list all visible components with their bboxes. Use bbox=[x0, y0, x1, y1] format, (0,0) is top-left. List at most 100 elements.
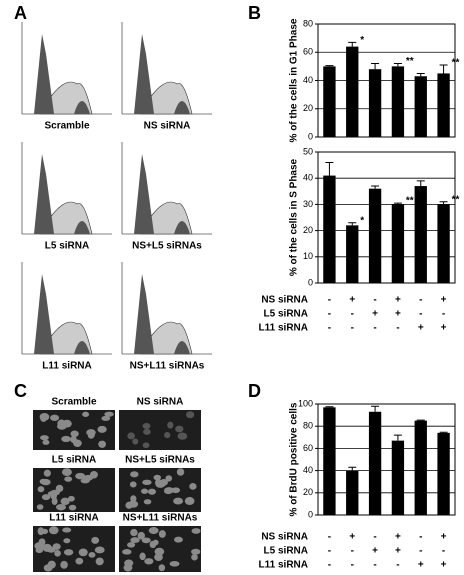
image-label: Scramble bbox=[51, 397, 96, 408]
image-label: L5 siRNA bbox=[52, 455, 96, 466]
nucleus bbox=[40, 435, 49, 441]
y-tick-label: 10 bbox=[303, 251, 313, 261]
error-bar bbox=[348, 466, 357, 471]
bar bbox=[368, 69, 382, 137]
nucleus bbox=[130, 528, 138, 537]
significance: * bbox=[360, 35, 364, 46]
histogram-label: L11 siRNA bbox=[42, 361, 91, 372]
nucleus bbox=[90, 471, 98, 479]
nucleus bbox=[191, 553, 198, 561]
nucleus bbox=[174, 536, 183, 543]
image-label: NS siRNA bbox=[137, 397, 184, 408]
nucleus bbox=[67, 495, 75, 502]
y-axis-label: % of the cells in G1 Phase bbox=[289, 18, 300, 142]
condition-sign: - bbox=[419, 309, 422, 320]
condition-sign: + bbox=[349, 532, 355, 543]
nucleus bbox=[158, 564, 166, 572]
nucleus bbox=[101, 415, 111, 421]
error-bar bbox=[439, 64, 448, 74]
y-tick-label: 60 bbox=[303, 443, 313, 453]
nucleus bbox=[63, 538, 71, 544]
error-bar bbox=[371, 63, 380, 70]
panel-letter: C bbox=[14, 381, 27, 401]
error-bar bbox=[325, 406, 334, 408]
condition-sign: - bbox=[351, 546, 354, 557]
error-bar bbox=[371, 405, 380, 412]
condition-sign: - bbox=[351, 323, 354, 334]
condition-sign: + bbox=[395, 546, 401, 557]
nucleus bbox=[142, 422, 151, 430]
condition-sign: - bbox=[328, 532, 331, 543]
significance: ** bbox=[452, 194, 460, 205]
condition-sign: + bbox=[372, 309, 378, 320]
nucleus bbox=[75, 557, 84, 565]
nucleus bbox=[127, 432, 135, 440]
histogram-label: NS+L5 siRNAs bbox=[132, 241, 202, 252]
nucleus bbox=[127, 542, 136, 548]
y-tick-label: 20 bbox=[303, 487, 313, 497]
nucleus bbox=[171, 487, 181, 494]
y-tick-label: 40 bbox=[303, 465, 313, 475]
y-tick-label: 40 bbox=[303, 173, 313, 183]
error-bar bbox=[439, 431, 448, 433]
nucleus bbox=[37, 486, 45, 493]
bar bbox=[346, 470, 359, 515]
condition-sign: + bbox=[372, 546, 378, 557]
condition-sign: - bbox=[396, 323, 399, 334]
bar bbox=[368, 411, 382, 515]
nucleus bbox=[143, 428, 151, 435]
significance: ** bbox=[406, 196, 414, 207]
condition-sign: - bbox=[351, 560, 354, 571]
nucleus bbox=[43, 469, 51, 477]
bar bbox=[414, 420, 427, 515]
nucleus bbox=[41, 494, 51, 501]
histogram-g1 bbox=[34, 154, 54, 234]
error-bar bbox=[439, 201, 448, 205]
nucleus bbox=[144, 558, 154, 565]
nucleus bbox=[36, 504, 44, 510]
nucleus bbox=[46, 546, 56, 553]
panel-letter: D bbox=[248, 381, 261, 401]
error-bar bbox=[393, 202, 402, 205]
condition-sign: + bbox=[349, 295, 355, 306]
y-tick-label: 80 bbox=[303, 18, 313, 28]
bar bbox=[323, 175, 336, 283]
nucleus bbox=[94, 546, 105, 554]
histogram-label: NS siRNA bbox=[144, 121, 191, 132]
bar bbox=[323, 66, 336, 137]
histogram-g2 bbox=[74, 341, 90, 354]
nucleus bbox=[167, 421, 174, 429]
nucleus bbox=[141, 488, 149, 494]
nucleus bbox=[59, 421, 68, 429]
error-bar bbox=[416, 419, 425, 421]
nucleus bbox=[97, 425, 107, 433]
nucleus bbox=[88, 551, 96, 558]
condition-name: NS siRNA bbox=[261, 532, 308, 543]
nucleus bbox=[95, 557, 104, 566]
nucleus bbox=[142, 479, 152, 486]
nucleus bbox=[141, 537, 151, 544]
nucleus bbox=[50, 414, 60, 421]
significance: ** bbox=[452, 58, 460, 69]
nucleus bbox=[64, 476, 73, 482]
panel-letter: A bbox=[14, 3, 27, 23]
histogram-g2 bbox=[174, 221, 190, 234]
nucleus bbox=[176, 468, 185, 476]
y-tick-label: 30 bbox=[303, 199, 313, 209]
nucleus bbox=[142, 442, 150, 449]
nucleus bbox=[154, 547, 165, 556]
panel-letter: B bbox=[248, 3, 261, 23]
condition-sign: + bbox=[395, 295, 401, 306]
image-label: L11 siRNA bbox=[49, 513, 98, 524]
nucleus bbox=[130, 471, 139, 478]
nucleus bbox=[54, 550, 61, 557]
y-tick-label: 80 bbox=[303, 421, 313, 431]
nucleus bbox=[75, 472, 86, 480]
nucleus bbox=[98, 440, 107, 448]
condition-sign: + bbox=[441, 560, 447, 571]
condition-sign: - bbox=[419, 295, 422, 306]
nucleus bbox=[191, 548, 201, 555]
condition-sign: - bbox=[442, 546, 445, 557]
